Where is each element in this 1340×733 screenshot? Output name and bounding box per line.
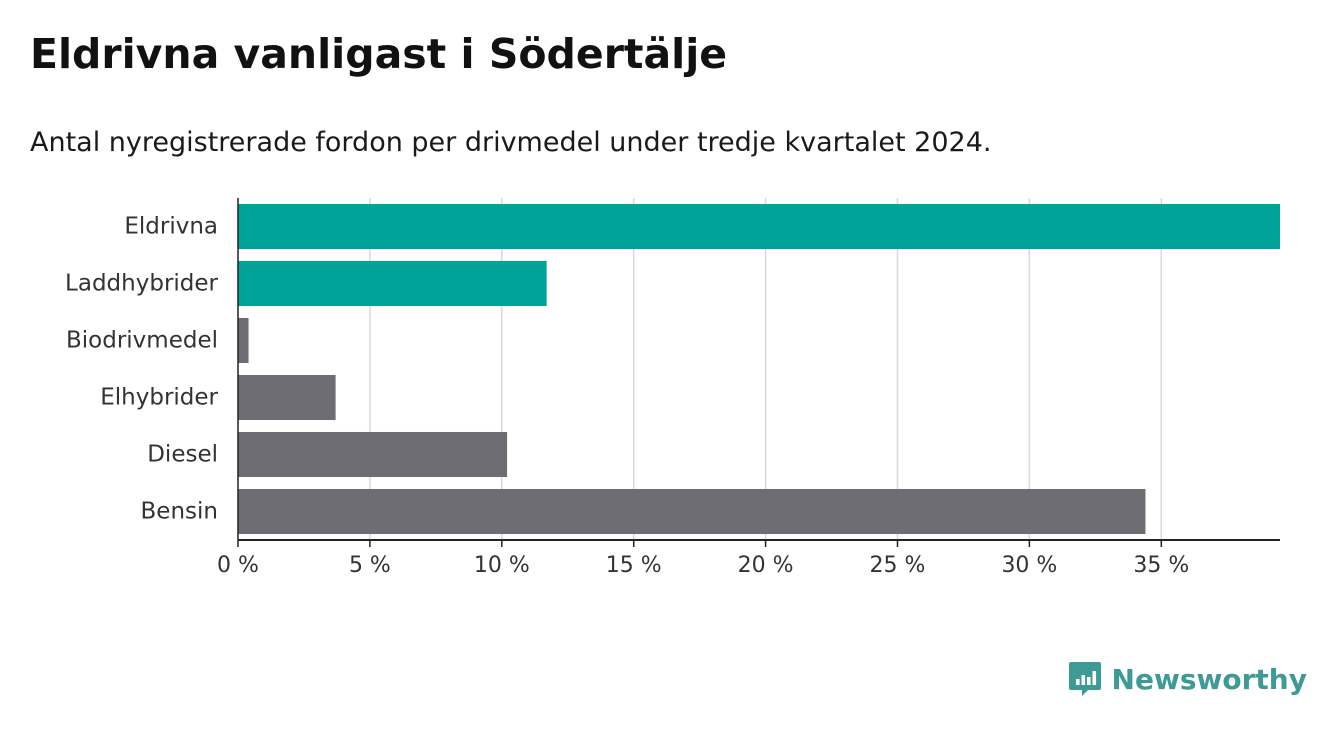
bar xyxy=(238,374,336,421)
bar xyxy=(238,431,508,478)
x-tick-label: 5 % xyxy=(349,553,391,578)
x-tick-label: 25 % xyxy=(870,553,926,578)
bar xyxy=(238,488,1146,535)
category-label: Elhybrider xyxy=(100,385,218,411)
bar xyxy=(238,260,547,307)
chart-title: Eldrivna vanligast i Södertälje xyxy=(30,30,728,78)
category-label: Laddhybrider xyxy=(65,271,218,297)
x-tick-label: 0 % xyxy=(217,553,259,578)
category-label: Diesel xyxy=(147,442,218,468)
category-label: Bensin xyxy=(141,499,218,525)
bar xyxy=(238,203,1280,250)
x-tick-label: 35 % xyxy=(1133,553,1189,578)
x-tick-label: 10 % xyxy=(474,553,530,578)
x-tick-label: 15 % xyxy=(606,553,662,578)
newsworthy-logo: Newsworthy xyxy=(1068,660,1307,698)
newsworthy-chart-bubble-icon xyxy=(1068,662,1101,696)
chart-subtitle: Antal nyregistrerade fordon per drivmede… xyxy=(30,127,992,158)
bar xyxy=(238,317,249,364)
category-label: Biodrivmedel xyxy=(66,328,218,354)
x-tick-label: 20 % xyxy=(738,553,794,578)
category-label: Eldrivna xyxy=(124,214,218,240)
brand-name: Newsworthy xyxy=(1111,662,1307,696)
x-tick-label: 30 % xyxy=(1001,553,1057,578)
